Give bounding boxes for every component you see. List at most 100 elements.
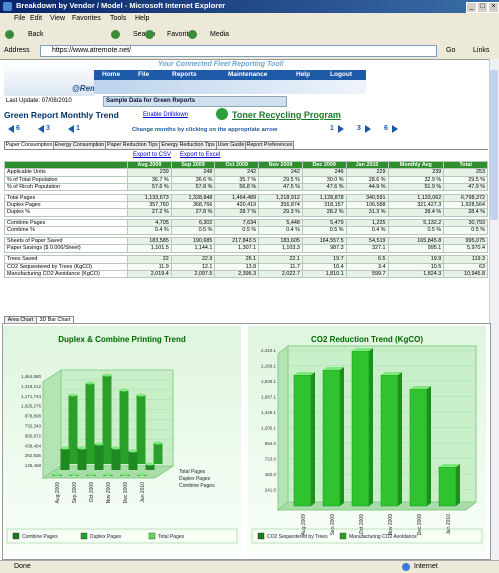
table-row: CO2 Sequestered by Trees (KgCO) 11.9 12.1 1… — [4, 262, 488, 271]
bar-top — [102, 373, 112, 377]
table-cell: 29.3 % — [258, 208, 303, 217]
window-button[interactable]: _ — [466, 2, 477, 13]
table-cell: 239 — [127, 168, 172, 177]
drilldown-link[interactable]: Enable Drilldown — [143, 112, 189, 118]
nav-link[interactable]: Home — [102, 71, 121, 78]
menu-item[interactable]: View — [50, 15, 66, 22]
table-cell: 1,928,564 — [443, 200, 488, 210]
export-link[interactable]: Export to Excel — [180, 152, 221, 158]
table-row: Total Pages 1,133,673 1,328,848 1,464,489 1,… — [4, 193, 488, 203]
table-cell: 5,132.2 — [387, 219, 445, 228]
month-arrow[interactable] — [392, 125, 398, 133]
tab[interactable]: Energy Reduction Tips — [159, 141, 217, 149]
x-tick-label: Oct 2009 — [359, 514, 365, 535]
column-header: Sep 2009 — [170, 160, 216, 170]
y-tick-label: 146,468 — [25, 463, 42, 468]
url[interactable]: https://www.atremote.net/ — [52, 47, 131, 54]
toolbar-button[interactable]: Search — [123, 31, 155, 38]
table-cell: 0.5 % — [443, 226, 488, 235]
month-back[interactable]: 3 — [46, 125, 50, 132]
toolbar-button[interactable]: Favorites — [167, 31, 196, 38]
bar-top — [352, 348, 373, 351]
tab[interactable]: Energy Consumption — [53, 141, 106, 149]
scroll-thumb — [490, 70, 498, 220]
table-cell: 318,157 — [301, 200, 347, 210]
column-header: Aug 2009 — [127, 160, 172, 170]
menu-item[interactable]: Edit — [30, 15, 43, 22]
nav-bar — [94, 70, 366, 80]
nav-link[interactable]: Logout — [330, 71, 353, 78]
table-cell: 248 — [170, 168, 216, 177]
table-cell: 1,103.3 — [258, 244, 303, 253]
month-arrow[interactable] — [365, 125, 371, 133]
y-tick-label: 2,169.1 — [261, 364, 277, 369]
export-link[interactable]: Export to CSV — [133, 152, 172, 158]
table-cell: 239 — [387, 168, 445, 177]
month-back[interactable]: 6 — [16, 125, 20, 132]
month-arrow[interactable] — [38, 125, 44, 133]
table-cell: 0.4 % — [345, 226, 389, 235]
table-cell: 0.4 % — [127, 226, 172, 235]
bar-top — [68, 393, 78, 397]
report-dropdown[interactable] — [103, 96, 287, 107]
month-back[interactable]: 1 — [76, 125, 80, 132]
legend-swatch — [339, 532, 347, 540]
table-cell: 32.9 % — [387, 175, 445, 184]
table-cell: 47.6 % — [301, 182, 347, 192]
chart-tab[interactable]: 3D Bar Chart — [36, 316, 74, 324]
y-tick-label: 964.0 — [265, 441, 277, 446]
row-label: % of Ricoh Population — [4, 182, 128, 192]
nav-sub-bar — [94, 80, 366, 94]
toner-link[interactable]: Toner Recycling Program — [232, 110, 341, 120]
tab[interactable]: Report Preferences — [245, 141, 294, 149]
table-cell: 57.8 % — [170, 182, 216, 192]
table-cell: 1,328,848 — [170, 193, 216, 203]
table-cell: 1,133,673 — [127, 193, 172, 203]
menu-item[interactable]: File — [14, 15, 26, 22]
month-forward[interactable]: 6 — [384, 125, 388, 132]
toolbar-button[interactable]: Media — [210, 31, 230, 38]
nav-link[interactable]: Help — [296, 71, 311, 78]
x-tick-label: Aug 2009 — [301, 514, 307, 536]
month-arrow[interactable] — [8, 125, 14, 133]
month-arrow[interactable] — [68, 125, 74, 133]
links[interactable]: Links — [473, 47, 490, 54]
y-tick-label: 878,808 — [25, 414, 42, 419]
table-cell: 12.1 — [170, 262, 216, 271]
table-cell: 1,218,912 — [258, 193, 303, 203]
table-row: Combine % 0.4 % 0.5 % 0.5 % 0.4 % 0.5 % 0.4 % 0… — [4, 226, 488, 235]
tab[interactable]: User Guide — [216, 141, 246, 149]
row-label: Manufacturing CO2 Avoidance (KgCO) — [4, 269, 128, 279]
nav-link[interactable]: Maintenance — [228, 71, 268, 78]
series-label: Duplex Pages — [179, 476, 211, 482]
month-forward[interactable]: 1 — [330, 125, 334, 132]
y-tick-label: 585,872 — [25, 433, 42, 438]
month-arrow[interactable] — [338, 125, 344, 133]
window-button[interactable]: × — [488, 2, 499, 13]
nav-link[interactable]: File — [138, 71, 150, 78]
table-wrap: Aug 2009 Sep 2009 Oct 2009 Nov 2009 Dec 2009… — [4, 160, 488, 279]
table-cell: 246 — [301, 168, 347, 177]
bar-top — [85, 381, 95, 385]
y-tick-label: 439,404 — [25, 443, 42, 448]
window-button[interactable]: □ — [477, 2, 488, 13]
row-label: Trees Saved — [4, 255, 128, 264]
row-label: Duplex Pages — [4, 200, 128, 210]
menu-item[interactable]: Help — [135, 15, 150, 22]
month-forward[interactable]: 3 — [357, 125, 361, 132]
tab[interactable]: Paper Reduction Tips — [105, 141, 160, 149]
tab[interactable]: Paper Consumption — [4, 141, 54, 149]
table-cell: 36.7 % — [127, 175, 172, 184]
nav-link[interactable]: Reports — [172, 71, 197, 78]
toolbar-button[interactable]: Back — [28, 31, 44, 38]
x-tick-label: Nov 2009 — [106, 482, 112, 504]
series-label: Combine Pages — [179, 483, 215, 489]
menu-item[interactable]: Tools — [110, 15, 127, 22]
column-header: Jan 2010 — [345, 160, 389, 170]
bar-top — [103, 473, 113, 476]
bar-body — [68, 395, 78, 464]
chart-title: CO2 Reduction Trend (KgCO) — [311, 335, 423, 344]
go-button[interactable]: Go — [446, 47, 456, 54]
menu-item[interactable]: Favorites — [72, 15, 101, 22]
